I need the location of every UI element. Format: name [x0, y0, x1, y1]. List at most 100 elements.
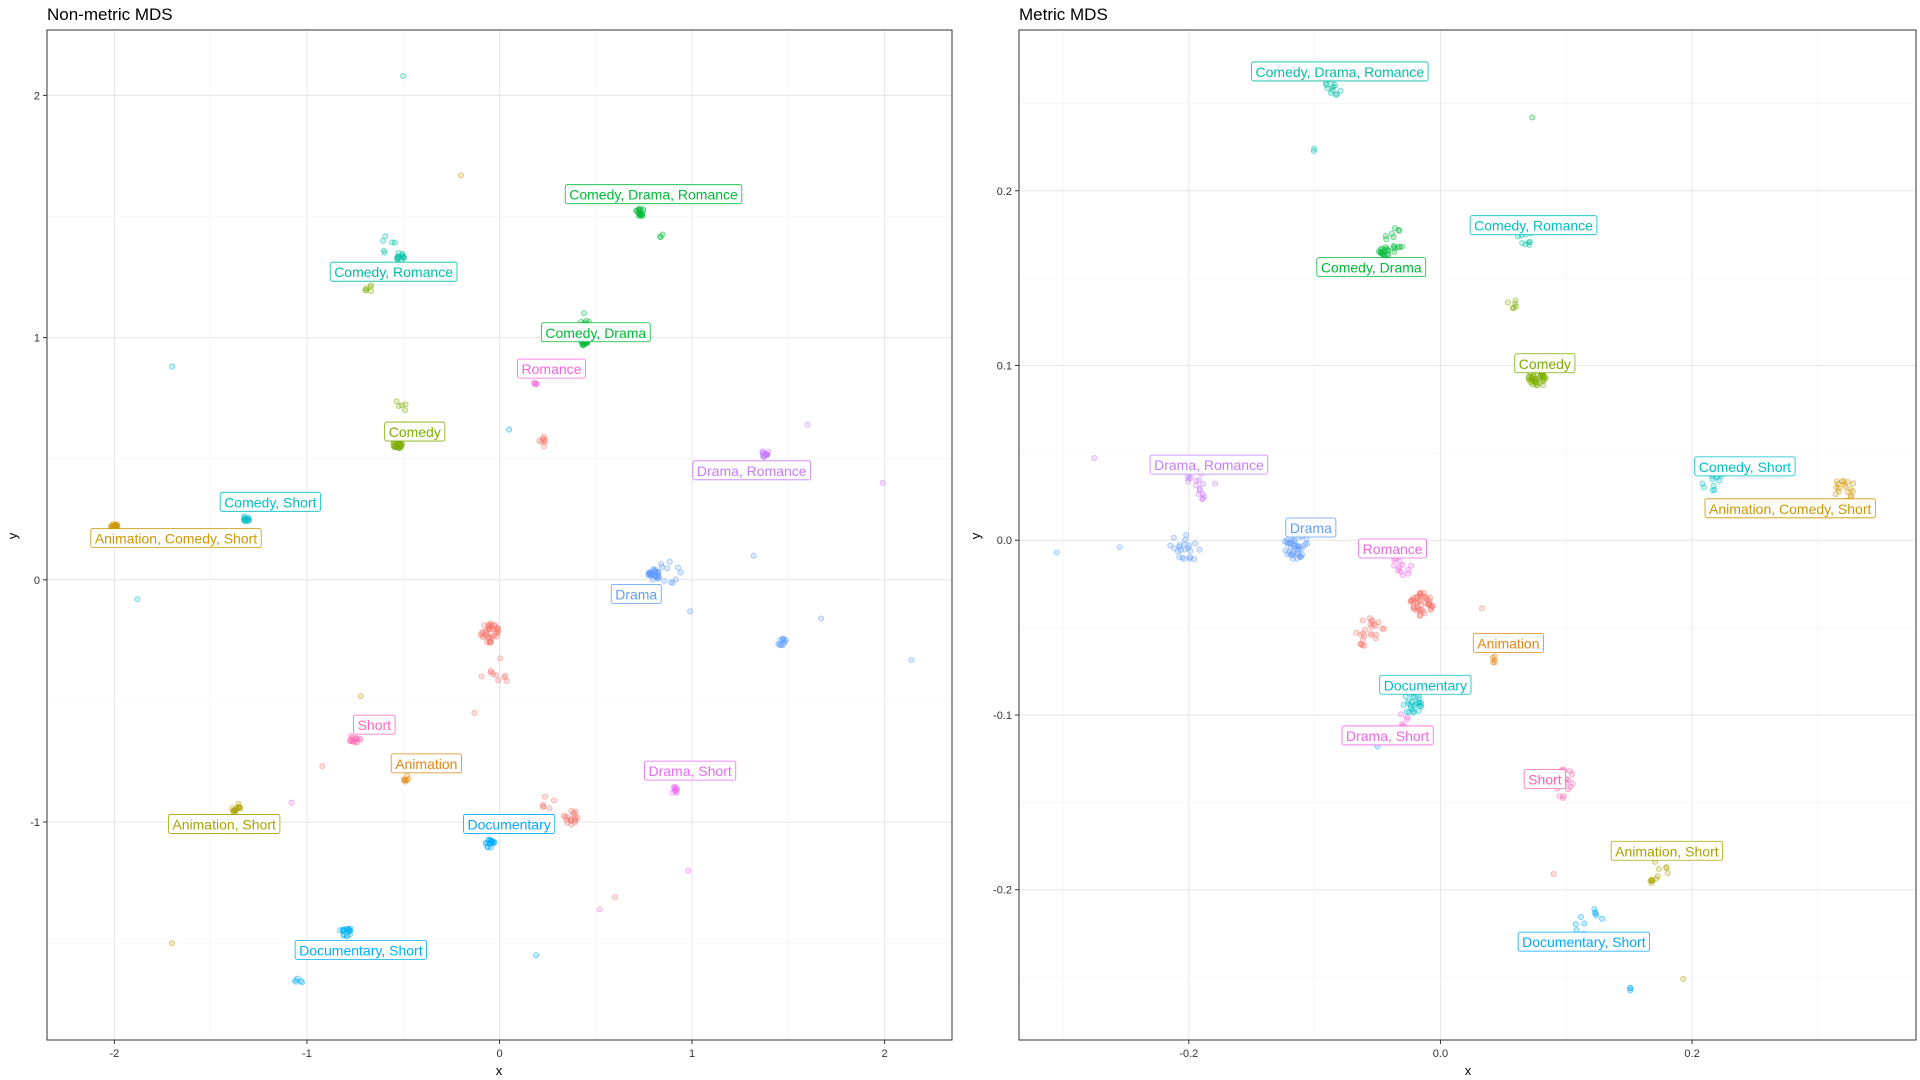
genre-label-text: Drama, Romance — [697, 463, 807, 479]
data-point — [1572, 921, 1579, 928]
data-point — [1285, 548, 1292, 555]
data-point — [1184, 473, 1191, 480]
genre-label-box — [167, 814, 281, 834]
genre-label: Drama, Romance — [692, 460, 811, 481]
data-point — [655, 572, 662, 579]
data-point — [1359, 617, 1366, 624]
genre-label-text: Animation, Comedy, Short — [95, 531, 257, 547]
data-point — [687, 608, 694, 615]
genre-label: Comedy, Drama — [1316, 257, 1427, 278]
data-point — [368, 282, 375, 289]
data-point — [288, 799, 295, 806]
data-point — [1648, 877, 1655, 884]
data-point — [1835, 480, 1842, 487]
genre-label-text: Documentary — [467, 816, 550, 832]
genre-label-box — [329, 261, 458, 282]
data-point — [1408, 562, 1415, 569]
metric-mds-panel: Metric MDS x y -0.2 0.0 0.2 -0.2 -0.1 0.0 0.1 0… — [968, 5, 1917, 1078]
data-point — [1390, 234, 1397, 241]
data-point — [1383, 236, 1390, 243]
data-point — [1390, 562, 1397, 569]
data-point — [1332, 82, 1339, 89]
data-point — [478, 673, 485, 680]
data-point — [540, 436, 547, 443]
data-point — [1402, 693, 1409, 700]
data-point — [1181, 555, 1188, 562]
data-point — [1362, 626, 1369, 633]
data-point — [1372, 635, 1379, 642]
data-point — [1310, 147, 1317, 154]
genre-label-box — [610, 583, 662, 604]
data-point — [1201, 493, 1208, 500]
x-tick-label: 0 — [496, 1048, 502, 1060]
data-point — [506, 426, 513, 433]
data-point — [1581, 920, 1588, 927]
data-point — [495, 677, 502, 684]
data-point — [363, 285, 370, 292]
data-point — [1835, 488, 1842, 495]
data-point — [294, 975, 301, 982]
genre-label-text: Comedy, Romance — [334, 264, 453, 280]
data-point — [1529, 114, 1536, 121]
data-point — [1359, 636, 1366, 643]
panel-title: Non-metric MDS — [47, 5, 173, 24]
data-point — [673, 789, 680, 796]
data-point — [381, 249, 388, 256]
data-point — [1403, 716, 1410, 723]
data-point — [402, 407, 409, 414]
data-point — [1196, 546, 1203, 553]
genre-label-text: Drama — [615, 586, 657, 602]
data-point — [1627, 985, 1634, 992]
data-point — [1417, 699, 1424, 706]
data-point — [1410, 600, 1417, 607]
x-axis-label: x — [496, 1063, 503, 1078]
data-point — [1519, 239, 1526, 246]
data-point — [1174, 548, 1181, 555]
data-point — [818, 615, 825, 622]
data-point — [1655, 866, 1662, 873]
data-point — [647, 571, 654, 578]
data-point — [1323, 81, 1330, 88]
data-point — [685, 867, 692, 874]
data-point — [229, 805, 236, 812]
data-point — [540, 801, 547, 808]
data-point — [1417, 589, 1424, 596]
x-tick-label: 1 — [689, 1048, 695, 1060]
data-point — [666, 558, 673, 565]
data-point — [572, 808, 579, 815]
genre-label: Documentary, Short — [1517, 931, 1651, 952]
data-point — [491, 622, 498, 629]
data-point — [471, 710, 478, 717]
genre-label-box — [463, 814, 556, 834]
data-point — [486, 635, 493, 642]
data-point — [1366, 615, 1373, 622]
genre-label: Comedy — [1514, 353, 1576, 374]
x-tick-label: 0.2 — [1684, 1048, 1699, 1060]
data-point — [659, 231, 666, 238]
genre-label-text: Comedy, Drama, Romance — [1256, 64, 1425, 80]
genre-label-text: Documentary, Short — [1522, 934, 1646, 950]
data-point — [337, 927, 344, 934]
y-axis-label: y — [5, 532, 20, 539]
data-point — [664, 565, 671, 572]
genre-label-text: Comedy, Short — [1699, 459, 1791, 475]
genre-label-box — [644, 760, 737, 781]
data-point — [661, 577, 668, 584]
genre-label-text: Animation — [1477, 635, 1539, 651]
label-layer: Comedy, Drama, Romance Comedy, Romance Com… — [90, 184, 811, 960]
data-point — [352, 738, 359, 745]
data-point — [1577, 914, 1584, 921]
genre-label: Animation — [1472, 632, 1544, 653]
data-point — [1191, 556, 1198, 563]
genre-label: Comedy, Short — [219, 491, 321, 512]
genre-label: Short — [353, 714, 396, 735]
y-tick-label: 1 — [34, 333, 40, 345]
data-point — [1490, 659, 1497, 666]
data-point — [1504, 299, 1511, 306]
data-point — [533, 952, 540, 959]
data-point — [1847, 485, 1854, 492]
data-point — [1400, 701, 1407, 708]
data-point — [382, 233, 389, 240]
genre-label: Drama, Short — [644, 760, 737, 781]
data-point — [1091, 455, 1098, 462]
